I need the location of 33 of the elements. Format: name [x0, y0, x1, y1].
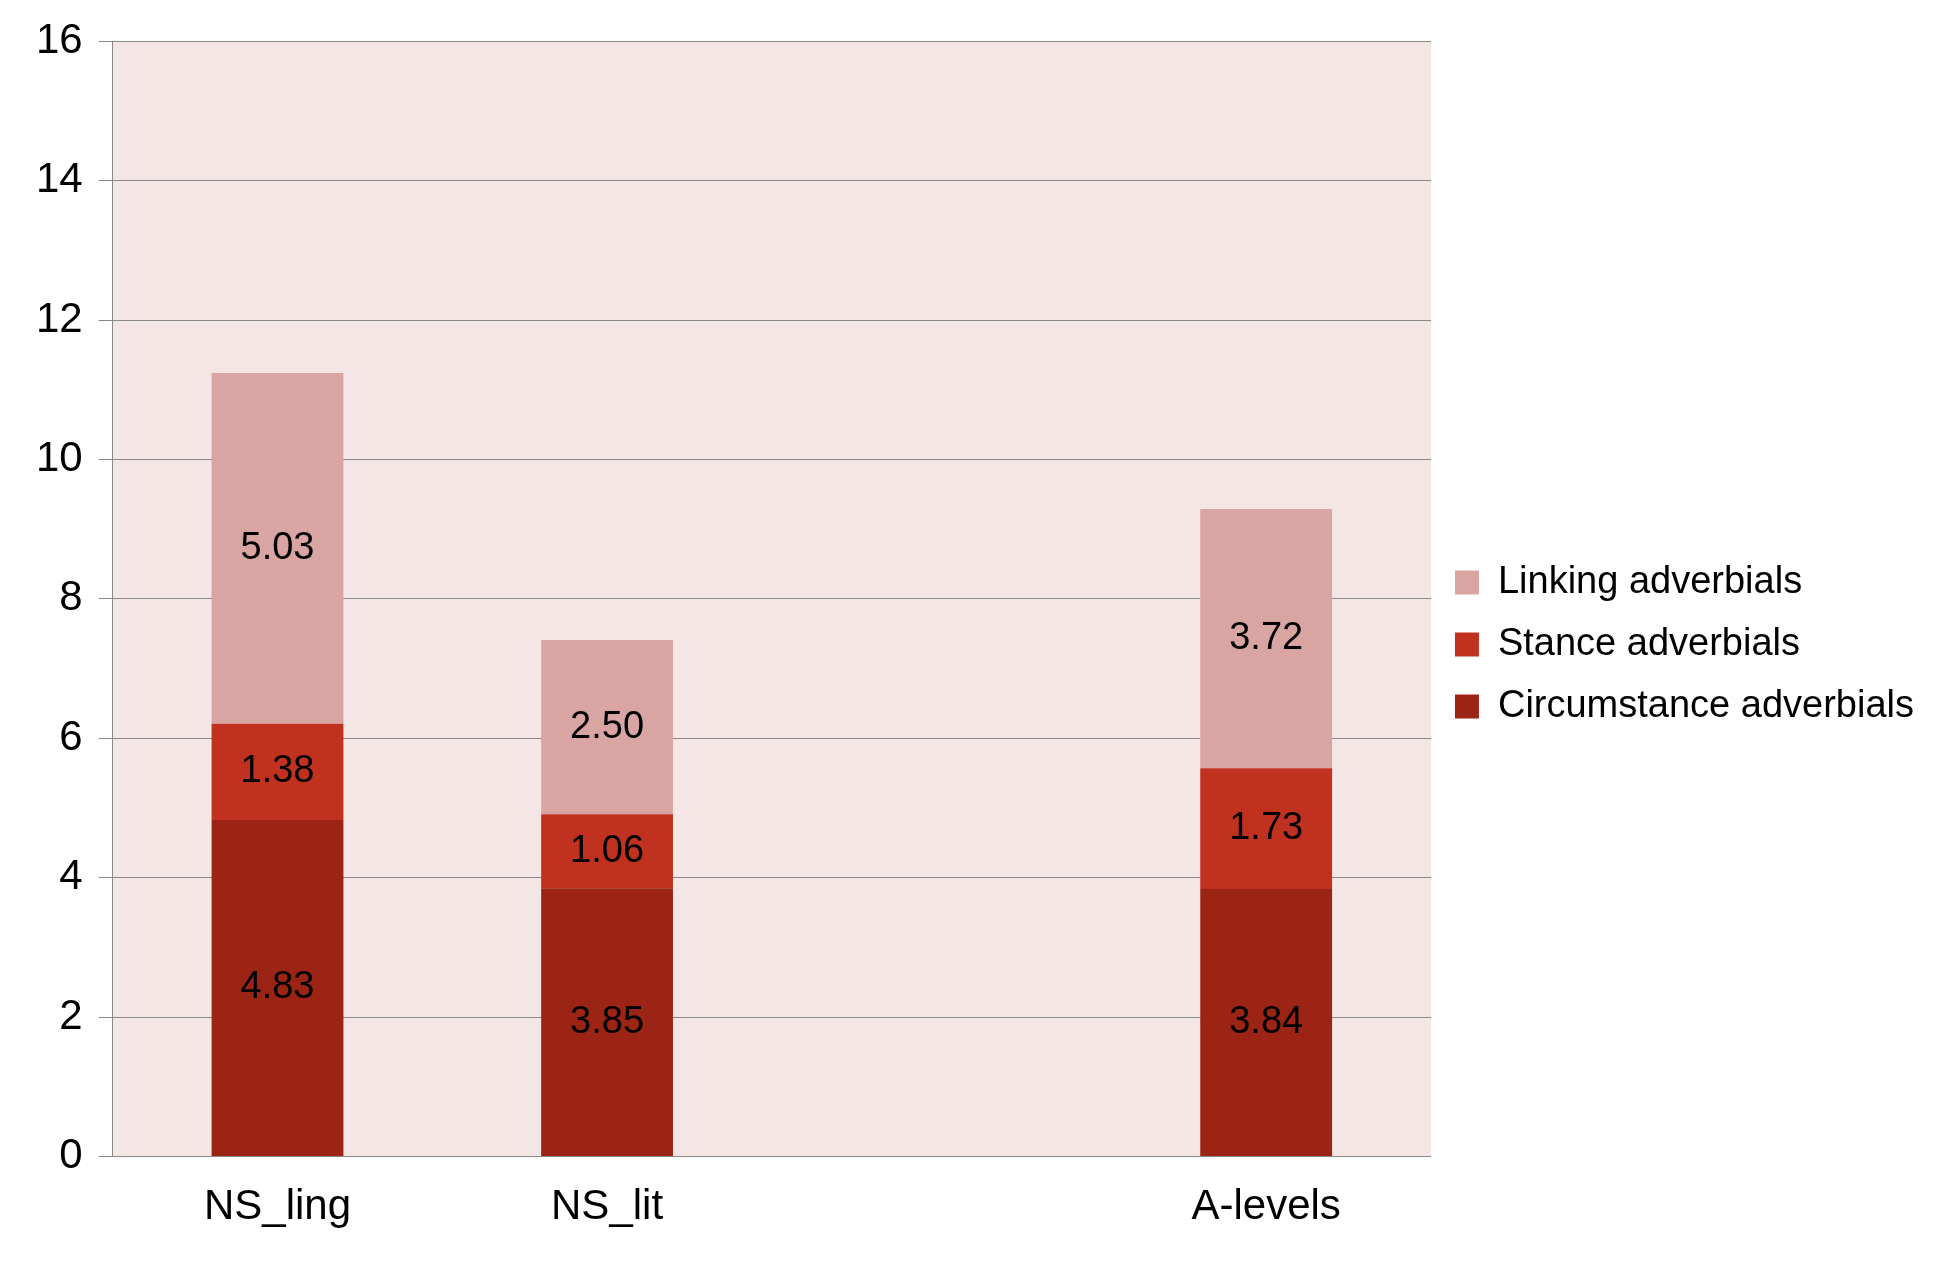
- legend-label: Circumstance adverbials: [1497, 682, 1915, 725]
- y-tick-label: 10: [36, 433, 83, 481]
- bar: [211, 819, 344, 1157]
- data-label: 3.84: [1229, 998, 1304, 1041]
- y-tick-label: 8: [59, 572, 83, 620]
- legend-label: Linking adverbials: [1497, 558, 1803, 601]
- x-tick-label: A-levels: [1191, 1181, 1341, 1229]
- bar: [541, 888, 673, 1157]
- x-tick-label: NS_ling: [203, 1181, 352, 1229]
- data-label: 1.06: [570, 827, 645, 870]
- data-label: 1.73: [1229, 805, 1304, 848]
- y-tick-label: 12: [36, 293, 83, 341]
- bar: [211, 373, 344, 724]
- legend-label: Stance adverbials: [1497, 620, 1801, 663]
- y-tick-label: 6: [59, 711, 83, 759]
- bar: [1200, 768, 1333, 889]
- data-label: 3.85: [570, 998, 645, 1041]
- y-tick-label: 2: [59, 990, 83, 1038]
- y-tick-label: 14: [36, 154, 83, 202]
- bar: [1200, 508, 1333, 769]
- data-label: 4.83: [240, 964, 315, 1007]
- data-label: 1.38: [240, 748, 315, 791]
- y-tick-label: 4: [59, 851, 83, 899]
- bar: [211, 723, 344, 820]
- data-label: 3.72: [1229, 615, 1304, 658]
- data-label: 5.03: [240, 524, 315, 567]
- x-tick-label: NS_lit: [551, 1181, 664, 1229]
- y-tick-label: 16: [36, 14, 83, 62]
- y-tick-label: 0: [59, 1130, 83, 1178]
- bar: [541, 814, 673, 889]
- bar: [541, 640, 673, 815]
- bar: [1200, 888, 1333, 1157]
- data-label: 2.50: [570, 703, 645, 746]
